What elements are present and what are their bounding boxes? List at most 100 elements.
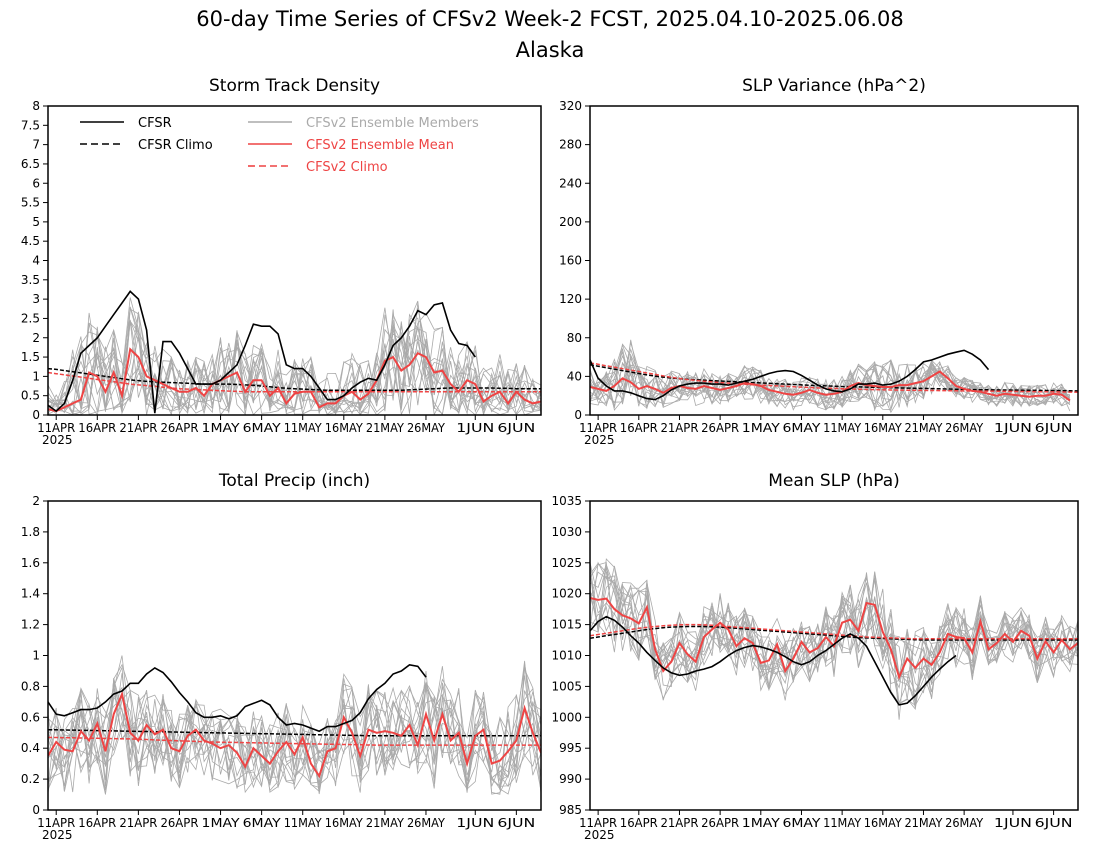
storm-xtick-label: 1MAY bbox=[202, 421, 241, 435]
slpvar-xtick-label: 16APR bbox=[620, 421, 658, 435]
slpvar-xtick-label: 1MAY bbox=[742, 421, 781, 435]
precip-cfsr-line bbox=[48, 663, 427, 733]
slpvar-xtick-label: 26APR bbox=[701, 421, 739, 435]
mslp-xtick-label: 11APR bbox=[579, 816, 617, 830]
mslp-panel: Mean SLP (hPa) 985 990 995 1000 1005 1010 1015 1… bbox=[551, 471, 1079, 842]
precip-ytick-label: 0.6 bbox=[21, 710, 40, 724]
legend-cfsr-label: CFSR bbox=[138, 116, 172, 131]
mslp-ensemble-member-line bbox=[590, 562, 1078, 706]
storm-ensemble-member-line bbox=[48, 307, 541, 415]
storm-xtick-label: 11MAY bbox=[284, 421, 323, 435]
storm-ytick-label: 4.5 bbox=[21, 234, 40, 248]
slpvar-cfsr-line bbox=[590, 349, 990, 401]
mslp-ensemble-member-line bbox=[590, 566, 1078, 708]
slpvar-xtick-label: 21APR bbox=[660, 421, 698, 435]
mslp-ensemble-mean-line bbox=[590, 597, 1078, 681]
precip-xtick-label: 26MAY bbox=[407, 816, 446, 830]
mslp-cfsr-line bbox=[590, 615, 957, 706]
storm-ytick-label: 2.5 bbox=[21, 311, 40, 325]
mslp-xtick-label: 1JUN bbox=[994, 816, 1032, 830]
storm-xtick-label: 6JUN bbox=[497, 421, 535, 435]
storm-ytick-label: 4 bbox=[32, 254, 40, 268]
mslp-frame bbox=[589, 500, 1079, 811]
precip-panel: Total Precip (inch) 0 0.2 0.4 0.6 0.8 1 1.2 1.4 1… bbox=[21, 471, 542, 842]
precip-ensemble-member-line bbox=[48, 673, 541, 794]
storm-plot-area bbox=[48, 290, 541, 415]
slpvar-ytick-label: 280 bbox=[559, 138, 582, 152]
slpvar-ytick-label: 320 bbox=[559, 99, 582, 113]
precip-plot-area bbox=[48, 655, 541, 795]
storm-ytick-label: 8 bbox=[32, 99, 40, 113]
region-title: Alaska bbox=[516, 38, 585, 62]
slpvar-ensemble-member-line bbox=[590, 356, 1071, 409]
slpvar-ensemble-member-line bbox=[590, 343, 1071, 411]
mslp-ytick-label: 1035 bbox=[551, 494, 582, 508]
precip-xtick-label: 21MAY bbox=[366, 816, 405, 830]
precip-ytick-label: 1.4 bbox=[21, 587, 40, 601]
precip-ytick-label: 1 bbox=[32, 649, 40, 663]
legend-cfsv2-climo-label: CFSv2 Climo bbox=[306, 160, 388, 175]
precip-ytick-label: 1.6 bbox=[21, 556, 40, 570]
mslp-xtick-label: 6MAY bbox=[782, 816, 821, 830]
storm-ensemble-member-line bbox=[48, 338, 541, 415]
precip-xtick-label: 16APR bbox=[78, 816, 116, 830]
mslp-xtick-label: 21APR bbox=[660, 816, 698, 830]
precip-ensemble-mean-line bbox=[48, 690, 541, 779]
slpvar-xtick-label: 16MAY bbox=[864, 421, 903, 435]
mslp-ytick-label: 1005 bbox=[551, 679, 582, 693]
slpvar-frame bbox=[589, 105, 1079, 416]
slpvar-xtick-label: 11APR bbox=[579, 421, 617, 435]
slpvar-ytick-label: 80 bbox=[567, 331, 582, 345]
mslp-ytick-label: 1020 bbox=[551, 587, 582, 601]
slpvar-ensemble-mean-line bbox=[590, 370, 1071, 402]
mslp-xtick-label: 6JUN bbox=[1035, 816, 1073, 830]
precip-xtick-label: 16MAY bbox=[325, 816, 364, 830]
mslp-xtick-label: 21MAY bbox=[904, 816, 943, 830]
storm-ytick-label: 3.5 bbox=[21, 273, 40, 287]
storm-xtick-label: 21MAY bbox=[366, 421, 405, 435]
mslp-ensemble-member-line bbox=[590, 565, 1078, 705]
storm-xtick-label: 26APR bbox=[160, 421, 198, 435]
slpvar-title: SLP Variance (hPa^2) bbox=[742, 76, 926, 96]
storm-ensemble-mean-line bbox=[48, 347, 541, 413]
mslp-title: Mean SLP (hPa) bbox=[768, 471, 900, 491]
legend-mean-label: CFSv2 Ensemble Mean bbox=[306, 138, 454, 153]
precip-xtick-label: 26APR bbox=[160, 816, 198, 830]
precip-xtick-label: 11MAY bbox=[284, 816, 323, 830]
mslp-ensemble-member-line bbox=[590, 586, 1078, 710]
slpvar-xtick-label: 26MAY bbox=[945, 421, 984, 435]
mslp-ensemble-member-line bbox=[590, 575, 1078, 701]
precip-ensemble-member-line bbox=[48, 678, 541, 789]
storm-ytick-label: 1 bbox=[32, 369, 40, 383]
storm-xtick-label: 1JUN bbox=[456, 421, 494, 435]
mslp-ytick-label: 1010 bbox=[551, 649, 582, 663]
legend-members-label: CFSv2 Ensemble Members bbox=[306, 116, 479, 131]
precip-ytick-label: 0.8 bbox=[21, 679, 40, 693]
precip-xtick-label: 6MAY bbox=[243, 816, 282, 830]
slpvar-ytick-label: 120 bbox=[559, 292, 582, 306]
precip-ytick-label: 0.2 bbox=[21, 772, 40, 786]
storm-ytick-label: 1.5 bbox=[21, 350, 40, 364]
precip-ensemble-member-line bbox=[48, 681, 541, 795]
precip-xtick-label: 21APR bbox=[119, 816, 157, 830]
mslp-xtick-label: 16APR bbox=[620, 816, 658, 830]
mslp-plot-area bbox=[590, 558, 1078, 720]
precip-ytick-label: 0 bbox=[32, 803, 40, 817]
mslp-ytick-label: 1030 bbox=[551, 525, 582, 539]
precip-ytick-label: 1.8 bbox=[21, 525, 40, 539]
mslp-ytick-label: 985 bbox=[559, 803, 582, 817]
storm-xtick-label: 16APR bbox=[78, 421, 116, 435]
mslp-ytick-label: 990 bbox=[559, 772, 582, 786]
slpvar-xtick-label: 11MAY bbox=[823, 421, 862, 435]
mslp-ytick-label: 995 bbox=[559, 741, 582, 755]
precip-ensemble-member-line bbox=[48, 672, 541, 792]
storm-frame bbox=[47, 105, 542, 416]
precip-ensemble-member-line bbox=[48, 660, 541, 794]
mslp-ensemble-member-line bbox=[590, 562, 1078, 685]
precip-frame bbox=[47, 500, 542, 811]
slpvar-xtick-label: 6JUN bbox=[1035, 421, 1073, 435]
precip-xtick-label: 1JUN bbox=[456, 816, 494, 830]
precip-year-label: 2025 bbox=[42, 828, 73, 842]
mslp-xtick-label: 1MAY bbox=[742, 816, 781, 830]
